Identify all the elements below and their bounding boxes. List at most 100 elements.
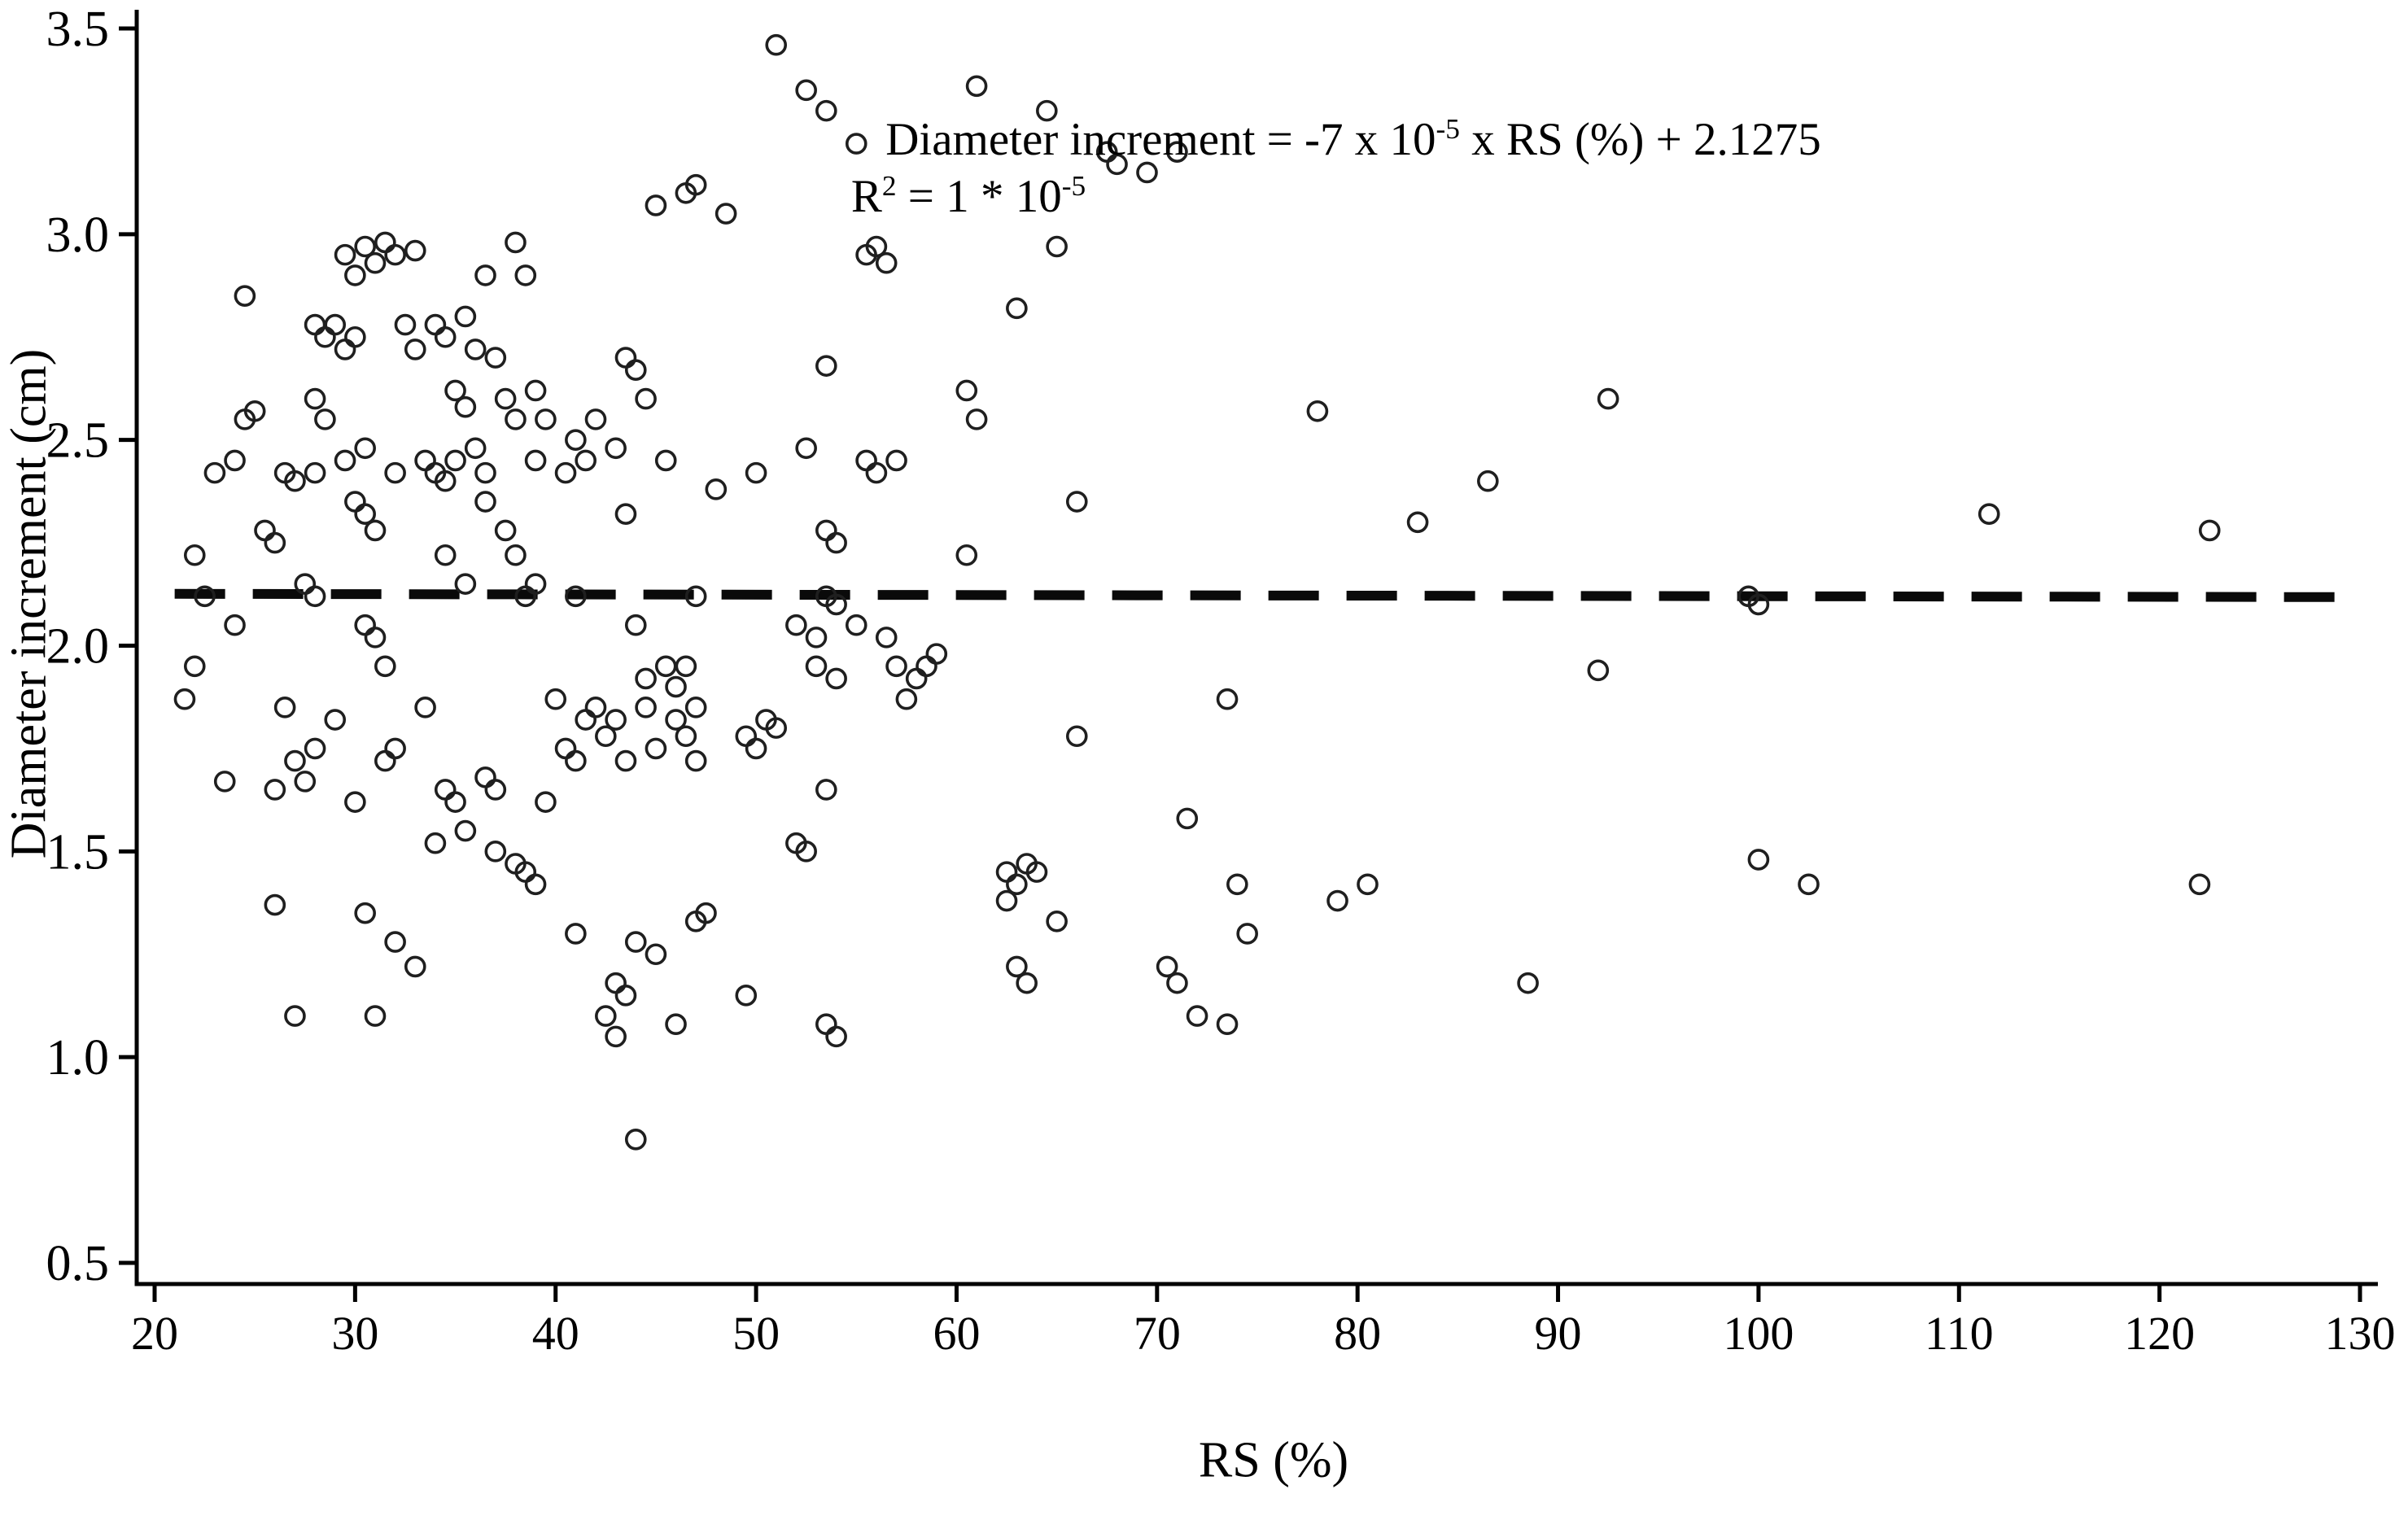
- scatter-point: [454, 573, 477, 595]
- scatter-point: [595, 1005, 617, 1027]
- scatter-point: [354, 503, 376, 525]
- scatter-point: [575, 709, 597, 731]
- r-squared-base: R: [850, 171, 882, 222]
- scatter-point: [284, 749, 306, 772]
- scatter-point: [524, 873, 547, 896]
- scatter-point: [925, 643, 948, 665]
- scatter-point: [474, 767, 496, 788]
- scatter-point: [745, 737, 767, 760]
- scatter-point: [955, 544, 978, 566]
- scatter-point: [384, 243, 406, 266]
- scatter-point: [605, 437, 627, 460]
- scatter-point: [624, 359, 647, 382]
- y-axis-tick-label: 3.5: [46, 2, 110, 57]
- scatter-point: [735, 985, 758, 1007]
- scatter-point: [715, 203, 737, 225]
- scatter-point: [1006, 873, 1028, 896]
- equation-text: Diameter increment = -7 x 10: [885, 114, 1436, 165]
- scatter-point: [424, 832, 447, 854]
- scatter-point: [1406, 511, 1429, 534]
- scatter-point: [905, 667, 928, 690]
- scatter-point: [795, 841, 817, 863]
- scatter-point: [1025, 861, 1048, 883]
- scatter-point: [1006, 955, 1028, 978]
- x-axis-tick-label: 40: [532, 1307, 579, 1360]
- scatter-point: [183, 655, 206, 678]
- scatter-point: [1046, 235, 1068, 258]
- scatter-point: [324, 313, 347, 336]
- scatter-point: [243, 400, 266, 422]
- scatter-point: [264, 779, 286, 801]
- scatter-point: [635, 697, 657, 719]
- scatter-point: [1136, 161, 1158, 184]
- scatter-point: [554, 737, 577, 760]
- scatter-point: [1166, 141, 1188, 163]
- scatter-point: [394, 313, 417, 336]
- scatter-point: [1176, 807, 1199, 830]
- scatter-point: [1216, 1013, 1239, 1036]
- scatter-point: [444, 791, 466, 813]
- scatter-point: [384, 931, 406, 953]
- scatter-point: [855, 449, 877, 472]
- regression-equation: Diameter increment = -7 x 10-5 x RS (%) …: [885, 112, 1821, 166]
- x-axis-tick-label: 100: [1723, 1307, 1794, 1360]
- x-axis-tick-label: 110: [1925, 1307, 1994, 1360]
- x-axis-tick-label: 120: [2124, 1307, 2195, 1360]
- scatter-point: [665, 1013, 687, 1036]
- scatter-point: [965, 75, 988, 98]
- scatter-point: [1306, 400, 1329, 422]
- scatter-point: [635, 387, 657, 410]
- scatter-point: [344, 491, 366, 513]
- scatter-point: [484, 841, 507, 863]
- scatter-point: [684, 173, 707, 196]
- scatter-point: [324, 709, 347, 731]
- scatter-point: [675, 725, 697, 748]
- scatter-point: [1477, 470, 1499, 492]
- scatter-point: [354, 902, 376, 924]
- scatter-point: [695, 902, 717, 924]
- scatter-point: [194, 585, 216, 608]
- scatter-point: [885, 449, 907, 472]
- scatter-point: [875, 251, 898, 274]
- scatter-point: [565, 749, 587, 772]
- scatter-point: [614, 749, 637, 772]
- scatter-point: [484, 779, 507, 801]
- x-axis-tick-label: 70: [1134, 1307, 1181, 1360]
- scatter-point: [294, 573, 317, 595]
- scatter-point: [595, 725, 617, 748]
- scatter-point: [795, 437, 817, 460]
- scatter-point: [584, 408, 607, 430]
- x-axis-tick-label: 60: [933, 1307, 980, 1360]
- scatter-point: [1216, 688, 1239, 710]
- scatter-point: [624, 1129, 647, 1151]
- scatter-point: [885, 655, 907, 678]
- scatter-point: [264, 893, 286, 916]
- scatter-point: [1587, 659, 1610, 682]
- scatter-point: [203, 461, 226, 484]
- scatter-point: [865, 235, 888, 258]
- scatter-point: [565, 585, 587, 608]
- x-axis-tick-label: 90: [1535, 1307, 1582, 1360]
- scatter-point: [384, 737, 406, 760]
- scatter-point: [1597, 387, 1619, 410]
- scatter-point: [364, 519, 387, 542]
- scatter-point: [916, 655, 937, 678]
- scatter-point: [314, 325, 336, 348]
- axis-line: [134, 10, 2378, 1286]
- scatter-point: [624, 931, 647, 953]
- scatter-point: [605, 1025, 627, 1048]
- scatter-point: [414, 697, 436, 719]
- scatter-point: [1326, 889, 1348, 912]
- scatter-point: [434, 470, 457, 492]
- scatter-point: [614, 347, 637, 369]
- scatter-point: [524, 449, 547, 472]
- y-axis-tick-label: 3.0: [46, 207, 110, 263]
- scatter-point: [645, 943, 667, 966]
- x-axis-title: RS (%): [1198, 1432, 1349, 1488]
- scatter-point: [514, 264, 537, 286]
- scatter-point: [354, 437, 376, 460]
- scatter-point: [374, 231, 396, 254]
- scatter-point: [213, 771, 236, 793]
- scatter-point: [805, 655, 828, 678]
